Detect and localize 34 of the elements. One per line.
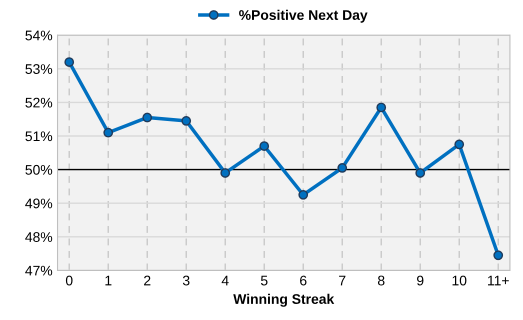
x-tick-label: 11+ — [488, 276, 509, 286]
point — [181, 116, 192, 126]
x-tick-label: 9 — [417, 276, 424, 286]
point — [493, 250, 504, 260]
y-tick-label: 49% — [25, 198, 52, 208]
point — [142, 112, 152, 122]
x-tick-label: 2 — [144, 276, 150, 286]
point — [64, 57, 74, 67]
x-tick-label: 1 — [105, 276, 112, 286]
y-tick-label: 51% — [25, 131, 52, 142]
point — [337, 163, 348, 173]
point — [220, 168, 230, 178]
point — [103, 128, 114, 138]
x-tick-label: 7 — [339, 276, 346, 286]
y-tick-label: 47% — [25, 266, 52, 276]
point — [454, 140, 464, 150]
x-tick-label: 8 — [378, 276, 384, 286]
point — [376, 102, 386, 112]
y-tick-label: 54% — [25, 30, 52, 40]
y-tick-label: 50% — [25, 164, 52, 175]
y-tick-label: 52% — [25, 98, 52, 108]
x-tick-label: 0 — [66, 276, 73, 286]
x-axis-title: Winning Streak — [233, 294, 334, 307]
y-tick-label: 53% — [25, 64, 52, 74]
x-tick-label: 3 — [182, 276, 190, 286]
x-tick-label: 10 — [452, 276, 466, 286]
legend-label: %Positive Next Day — [239, 10, 368, 23]
point — [415, 168, 426, 178]
point — [259, 141, 270, 151]
point — [298, 190, 308, 200]
x-tick-label: 4 — [222, 276, 229, 286]
y-tick-label: 48% — [25, 232, 52, 242]
x-tick-label: 5 — [260, 276, 268, 286]
x-tick-label: 6 — [300, 276, 306, 286]
